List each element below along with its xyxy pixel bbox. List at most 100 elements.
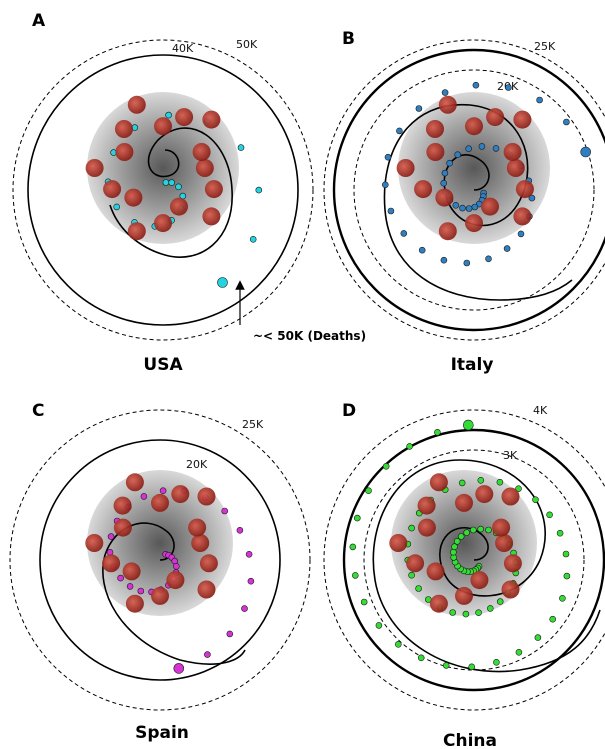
data-point xyxy=(496,598,504,605)
spike-icon xyxy=(417,518,436,537)
country-label-d: China xyxy=(443,731,497,749)
data-point xyxy=(173,663,185,674)
data-point xyxy=(382,462,390,470)
spike-icon xyxy=(122,562,141,581)
spike-icon xyxy=(115,143,134,161)
ring-outer-b xyxy=(332,48,605,332)
spike-icon xyxy=(85,159,104,177)
data-point xyxy=(353,514,361,522)
data-point xyxy=(408,571,415,579)
data-point xyxy=(237,144,245,151)
spiral-line-d xyxy=(372,459,601,673)
data-point xyxy=(417,654,425,662)
data-point xyxy=(559,594,566,602)
data-point xyxy=(496,478,504,486)
data-point xyxy=(247,577,255,585)
spike-icon xyxy=(199,554,218,573)
data-point xyxy=(165,111,172,119)
spike-icon xyxy=(127,95,146,114)
ring-label-25k-b: 25K xyxy=(534,40,556,53)
data-point xyxy=(360,598,368,606)
spike-icon xyxy=(151,493,169,512)
data-point xyxy=(563,118,570,126)
data-point xyxy=(440,179,448,187)
data-point xyxy=(113,203,120,211)
spike-icon xyxy=(503,554,522,573)
spike-icon xyxy=(426,143,445,161)
data-point xyxy=(381,181,389,189)
spike-icon xyxy=(495,534,514,552)
ring-40k-a xyxy=(27,54,299,326)
panel-letter-d: D xyxy=(342,401,356,421)
data-point xyxy=(459,204,466,212)
ring-outer-d xyxy=(342,428,605,692)
data-point xyxy=(255,186,263,194)
spike-icon xyxy=(429,594,448,613)
data-point xyxy=(394,640,402,648)
spike-icon xyxy=(470,571,489,590)
data-point xyxy=(441,89,449,96)
panel-letter-a: A xyxy=(32,11,46,31)
data-point xyxy=(396,127,403,135)
spike-icon xyxy=(486,108,505,127)
data-point xyxy=(469,526,477,534)
ring-50k-a xyxy=(12,39,314,341)
data-point xyxy=(249,236,257,243)
spike-icon xyxy=(455,493,473,512)
data-point xyxy=(477,525,485,533)
spike-icon xyxy=(503,143,522,161)
data-point xyxy=(477,476,485,484)
spike-icon xyxy=(103,180,122,199)
data-point xyxy=(365,487,372,495)
data-point xyxy=(532,496,539,504)
ring-25k-c xyxy=(9,409,311,711)
data-point xyxy=(140,493,148,500)
data-point xyxy=(503,245,511,252)
spike-icon xyxy=(191,534,210,552)
data-point xyxy=(415,585,422,592)
spike-icon xyxy=(429,473,448,492)
spike-icon xyxy=(389,534,408,552)
data-point xyxy=(173,562,180,570)
spike-icon xyxy=(113,496,132,515)
data-point xyxy=(442,662,450,669)
data-point xyxy=(449,609,457,616)
data-point xyxy=(546,511,553,519)
data-point xyxy=(245,550,253,558)
data-point xyxy=(505,84,512,91)
spike-icon xyxy=(175,108,194,127)
spike-icon xyxy=(125,594,144,613)
panel-letter-c: C xyxy=(32,401,44,421)
ring-label-3k-d: 3K xyxy=(503,449,518,462)
spike-icon xyxy=(435,188,454,207)
spike-icon xyxy=(406,554,425,573)
spike-icon xyxy=(465,117,483,136)
data-point xyxy=(387,207,395,215)
ring-20k-c xyxy=(39,439,281,681)
spike-icon xyxy=(426,562,445,581)
data-point xyxy=(556,529,564,537)
data-point xyxy=(415,105,423,112)
data-point xyxy=(454,151,462,158)
data-point xyxy=(168,179,175,186)
data-point xyxy=(458,479,466,487)
spike-icon xyxy=(465,214,483,233)
data-point xyxy=(117,574,124,582)
data-point xyxy=(400,230,408,237)
data-point xyxy=(478,143,486,150)
data-point xyxy=(384,153,392,161)
spike-icon xyxy=(124,188,143,207)
spike-icon xyxy=(396,159,415,177)
spike-icon xyxy=(426,120,444,138)
data-point xyxy=(440,256,448,264)
data-point xyxy=(375,622,383,629)
ring-label-25k-c: 25K xyxy=(242,418,264,431)
data-point xyxy=(465,205,473,212)
panel-a: 40K 50K ~< 50K (Deaths) A USA xyxy=(12,11,366,375)
spike-icon xyxy=(195,159,214,177)
ring-25k-b xyxy=(323,39,605,341)
spike-icon xyxy=(202,207,221,226)
spike-icon xyxy=(513,110,532,129)
spike-icon xyxy=(204,180,223,199)
data-point xyxy=(515,485,522,493)
